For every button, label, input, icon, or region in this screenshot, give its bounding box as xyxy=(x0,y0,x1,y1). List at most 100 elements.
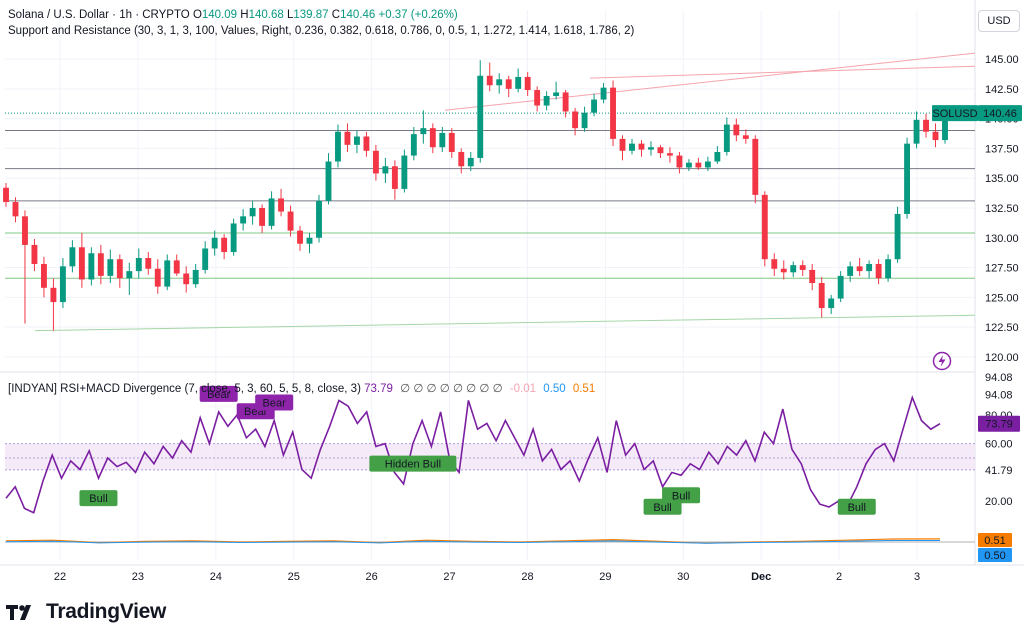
candle-body xyxy=(695,162,702,168)
candle-body xyxy=(666,153,673,156)
tradingview-icon xyxy=(6,605,31,620)
candle-body xyxy=(809,269,816,284)
time-tick-label: 30 xyxy=(677,571,689,583)
candle-body xyxy=(69,247,76,267)
candle-body xyxy=(278,198,285,212)
candle-body xyxy=(704,161,711,168)
low-value: 139.87 xyxy=(293,9,329,21)
candle-body xyxy=(648,147,654,150)
candle-body xyxy=(202,248,209,270)
candle-body xyxy=(885,259,892,279)
divergence-label-bg xyxy=(837,498,876,515)
candle-body xyxy=(591,99,598,113)
open-label: O xyxy=(192,9,202,21)
candle-body xyxy=(477,75,484,158)
candle-body xyxy=(88,253,95,280)
divergence-label: Bull xyxy=(89,493,107,505)
candle-body xyxy=(154,268,161,287)
candle-body xyxy=(344,131,351,145)
upper-trendline xyxy=(444,52,976,111)
price-tick-label: 127.50 xyxy=(985,263,1019,275)
candle-body xyxy=(401,155,408,189)
macd-signal-line xyxy=(5,540,940,544)
candle-body xyxy=(372,150,379,174)
candle-body xyxy=(752,138,759,195)
candle-body xyxy=(894,213,901,260)
candle-body xyxy=(610,87,616,139)
divergence-label: Bear xyxy=(207,389,231,401)
price-tag-symbol: SOLUSD xyxy=(932,108,977,120)
candle-body xyxy=(496,79,503,86)
time-tick-label: 22 xyxy=(54,571,66,583)
close-value: 140.46 xyxy=(340,9,376,21)
candle-body xyxy=(173,260,180,274)
chart-header: Solana / U.S. Dollar · 1h · CRYPTO O140.… xyxy=(8,9,458,21)
lower-trendline xyxy=(34,314,976,332)
candle-body xyxy=(382,166,389,174)
candle-body xyxy=(97,253,104,276)
rsi-title: [INDYAN] RSI+MACD Divergence (7, close, … xyxy=(8,383,361,395)
candle-body xyxy=(942,113,948,141)
candle-body xyxy=(192,269,199,285)
candle-body xyxy=(923,119,929,132)
candle-body xyxy=(837,275,844,299)
open-value: 140.09 xyxy=(201,9,238,21)
candle-body xyxy=(183,273,190,285)
candle-body xyxy=(107,259,114,276)
rsi-value: 73.79 xyxy=(364,383,393,395)
time-tick-label: 24 xyxy=(210,571,222,583)
candle-body xyxy=(116,259,123,279)
candle-body xyxy=(164,260,171,287)
change-value: +0.37 (+0.26%) xyxy=(378,9,458,21)
candle-body xyxy=(856,266,863,272)
divergence-label: Bull xyxy=(848,502,866,514)
rsi-empty-values: ∅ ∅ ∅ ∅ ∅ ∅ ∅ ∅ xyxy=(400,383,503,395)
candle-body xyxy=(799,265,806,270)
candle-body xyxy=(524,76,531,91)
logo-icon[interactable] xyxy=(932,351,952,371)
brand-name: TradingView xyxy=(46,600,167,623)
high-label: H xyxy=(240,9,249,21)
rsi-value-tag: 73.79 xyxy=(985,419,1013,431)
rsi-value-tag-bg xyxy=(978,415,1020,432)
rsi-tick-label: 60.00 xyxy=(985,439,1013,451)
candle-body xyxy=(534,90,541,106)
price-tick-label: 135.00 xyxy=(985,173,1019,185)
divergence-label-bg xyxy=(662,487,701,504)
price-tick-label: 132.50 xyxy=(985,203,1019,215)
candle-body xyxy=(657,147,664,154)
candle-body xyxy=(913,119,920,144)
price-tag-symbol-bg xyxy=(932,105,978,122)
price-tick-label: 137.50 xyxy=(985,143,1019,155)
candle-body xyxy=(363,136,370,151)
candle-body xyxy=(297,230,303,244)
macd-value-b: 0.50 xyxy=(543,383,566,395)
currency-button[interactable]: USD xyxy=(978,10,1020,32)
candle-body xyxy=(467,157,474,167)
candle-body xyxy=(12,202,19,217)
rsi-tick-label: 20.00 xyxy=(985,496,1013,508)
time-tick-label: 25 xyxy=(288,571,300,583)
time-tick-label: 23 xyxy=(132,571,144,583)
candle-body xyxy=(306,237,313,244)
time-tick-label: Dec xyxy=(751,571,771,583)
price-tick-label: 122.50 xyxy=(985,322,1019,334)
macd-line xyxy=(5,538,941,544)
candle-body xyxy=(22,216,28,245)
time-tick-label: 26 xyxy=(366,571,378,583)
rsi-tick-label: 94.08 xyxy=(985,390,1013,402)
divergence-label: Bear xyxy=(263,398,287,410)
close-label: C xyxy=(331,9,341,21)
divergence-label: Bull xyxy=(653,502,671,514)
price-tick-label: 130.00 xyxy=(985,233,1019,245)
candle-body xyxy=(50,287,57,303)
indicator-legend: Support and Resistance (30, 3, 1, 3, 100… xyxy=(8,25,634,37)
candle-body xyxy=(268,198,275,226)
macd-value-tag: 0.51 xyxy=(984,535,1005,547)
candle-body xyxy=(818,283,825,309)
candle-body xyxy=(600,87,607,100)
candle-body xyxy=(875,263,882,279)
divergence-label: Bull xyxy=(672,490,690,502)
